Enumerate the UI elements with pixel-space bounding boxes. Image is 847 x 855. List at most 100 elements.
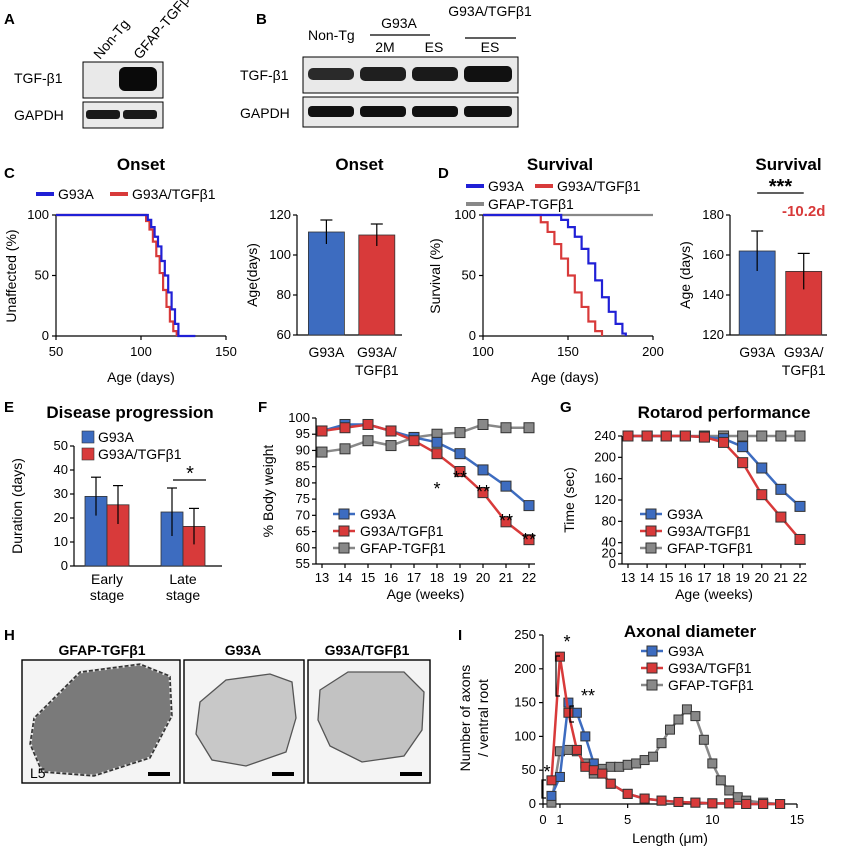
y-tick-label: 60 bbox=[296, 540, 310, 555]
x-category-label: TGFβ1 bbox=[355, 362, 399, 378]
x-tick-label: 19 bbox=[735, 570, 749, 585]
series-line bbox=[321, 423, 529, 454]
x-tick-label: 19 bbox=[453, 570, 467, 585]
y-tick-label: 40 bbox=[54, 462, 68, 477]
x-axis-label: Age (days) bbox=[531, 369, 599, 385]
blot-b-gapdh-band bbox=[308, 106, 354, 117]
series-marker bbox=[431, 436, 443, 448]
series-marker bbox=[523, 500, 535, 512]
y-axis-label: Duration (days) bbox=[9, 458, 25, 554]
x-tick-label: 100 bbox=[472, 344, 494, 359]
y-tick-label: 160 bbox=[702, 247, 724, 262]
significance-bracket bbox=[541, 779, 546, 799]
series-marker bbox=[339, 422, 351, 434]
y-tick-label: 50 bbox=[522, 762, 536, 777]
x-tick-label: 21 bbox=[499, 570, 513, 585]
chart-rotarod: Rotarod performance 13 14 15 16 17 18 19 20 21 22 0… bbox=[561, 403, 810, 602]
chart-title: Onset bbox=[335, 155, 384, 174]
blot-b-tgf-band bbox=[412, 67, 458, 81]
significance-star: * bbox=[186, 463, 194, 485]
chart-survival-curve: Survival 100 150 200 0 50 100 Age (days) Surviva… bbox=[427, 155, 664, 385]
y-axis-label: Time (sec) bbox=[561, 467, 577, 533]
nerve-section-g93a bbox=[195, 673, 297, 767]
series-line bbox=[321, 423, 530, 507]
panel-letter-a: A bbox=[4, 11, 15, 28]
y-tick-label: 30 bbox=[54, 486, 68, 501]
series-marker bbox=[718, 436, 730, 448]
x-tick-label: 14 bbox=[640, 570, 654, 585]
y-tick-label: 50 bbox=[462, 268, 476, 283]
micrograph-title: G93A/TGFβ1 bbox=[325, 642, 410, 658]
y-tick-label: 70 bbox=[296, 507, 310, 522]
y-axis-label: Number of axons bbox=[457, 665, 473, 772]
bar bbox=[307, 231, 345, 336]
series-marker bbox=[580, 761, 591, 772]
scale-bar bbox=[272, 772, 294, 776]
x-category-label: stage bbox=[166, 587, 200, 603]
panel-letter-f: F bbox=[258, 399, 267, 416]
chart-title: Survival bbox=[755, 155, 821, 174]
y-tick-label: 250 bbox=[514, 627, 536, 642]
series-marker bbox=[454, 448, 466, 460]
series-line-g93a bbox=[56, 213, 196, 338]
bar bbox=[358, 234, 396, 336]
micrograph-title: GFAP-TGFβ1 bbox=[58, 642, 145, 658]
series-marker bbox=[794, 430, 806, 442]
series-line bbox=[628, 434, 801, 541]
x-tick-label: 17 bbox=[697, 570, 711, 585]
series-marker bbox=[571, 744, 582, 755]
series-marker bbox=[698, 734, 709, 745]
y-tick-label: 55 bbox=[296, 556, 310, 571]
x-tick-label: 15 bbox=[659, 570, 673, 585]
series-marker bbox=[622, 788, 633, 799]
series-marker bbox=[597, 768, 608, 779]
significance-stars: ** bbox=[476, 482, 490, 502]
series-marker bbox=[523, 422, 535, 434]
significance-star: * bbox=[563, 632, 570, 652]
x-tick-label: 16 bbox=[678, 570, 692, 585]
series-marker bbox=[622, 430, 634, 442]
y-axis-label: Age(days) bbox=[244, 243, 260, 307]
blot-a-lane-label: GFAP-TGFβ1 bbox=[130, 0, 198, 62]
significance-bracket bbox=[555, 655, 560, 697]
scale-bar bbox=[148, 772, 170, 776]
x-category-label: G93A bbox=[308, 344, 344, 360]
series-marker bbox=[641, 430, 653, 442]
panel-letter-d: D bbox=[438, 165, 449, 182]
x-tick-label: 22 bbox=[522, 570, 536, 585]
series-marker bbox=[563, 707, 574, 718]
series-marker bbox=[580, 731, 591, 742]
legend-g93a-label: G93A bbox=[488, 178, 524, 194]
difference-label: -10.2d bbox=[782, 203, 825, 220]
blot-b-lane-label: ES bbox=[425, 39, 444, 55]
legend-swatch bbox=[81, 447, 95, 461]
x-tick-label: 100 bbox=[130, 344, 152, 359]
y-tick-label: 0 bbox=[529, 796, 536, 811]
legend-label: G93A/TGFβ1 bbox=[667, 523, 751, 539]
series-marker bbox=[500, 422, 512, 434]
x-tick-label: 18 bbox=[430, 570, 444, 585]
legend-gfap-tgfb1-label: GFAP-TGFβ1 bbox=[488, 196, 574, 212]
blot-b-gapdh-band bbox=[412, 106, 458, 117]
micrograph-corner-label: L5 bbox=[30, 765, 46, 781]
nerve-section-g93a-tgfb1 bbox=[317, 671, 425, 763]
x-tick-label: 0 bbox=[539, 812, 546, 827]
legend-g93a-label: G93A bbox=[58, 186, 94, 202]
x-category-label: G93A/ bbox=[784, 344, 824, 360]
x-tick-label: 20 bbox=[755, 570, 769, 585]
legend-marker bbox=[338, 508, 350, 520]
x-tick-label: 150 bbox=[215, 344, 237, 359]
series-marker bbox=[707, 758, 718, 769]
legend-label: G93A bbox=[360, 506, 396, 522]
series-line bbox=[550, 699, 781, 806]
y-tick-label: 0 bbox=[42, 328, 49, 343]
x-tick-label: 22 bbox=[793, 570, 807, 585]
x-tick-label: 21 bbox=[774, 570, 788, 585]
series-marker bbox=[477, 464, 489, 476]
series-marker bbox=[724, 798, 735, 809]
series-marker bbox=[775, 511, 787, 523]
chart-title: Rotarod performance bbox=[638, 403, 811, 422]
blot-b-tgf-band bbox=[360, 67, 406, 81]
